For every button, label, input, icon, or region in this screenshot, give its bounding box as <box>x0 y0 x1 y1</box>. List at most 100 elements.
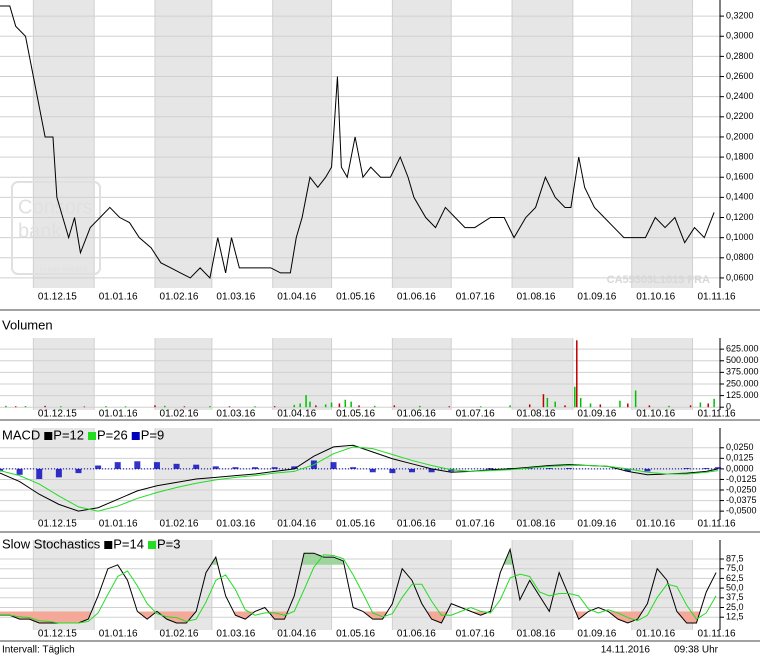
footer-time: 09:38 Uhr <box>674 645 719 656</box>
volume-bar <box>24 406 27 408</box>
x-tick-label: 01.07.16 <box>456 409 495 420</box>
x-tick-label: 01.06.16 <box>397 409 436 420</box>
histogram-bar <box>193 464 200 469</box>
month-band <box>154 338 212 410</box>
x-tick-label: 01.04.16 <box>277 629 316 640</box>
histogram-bar <box>212 466 219 469</box>
volume-bar <box>634 390 637 408</box>
volume-bar <box>330 402 333 408</box>
volume-bar <box>448 406 451 408</box>
y-tick-label: 0,2600 <box>726 71 754 81</box>
x-tick-label: 01.09.16 <box>577 292 616 303</box>
month-band <box>154 0 212 288</box>
y-tick-label: 12,5 <box>726 612 744 622</box>
y-tick-label: 62,5 <box>726 573 744 583</box>
x-tick-label: 01.03.16 <box>216 409 255 420</box>
histogram-bar <box>546 468 553 469</box>
x-tick-label: 01.02.16 <box>160 629 199 640</box>
y-tick-label: 375.000 <box>726 367 759 377</box>
histogram-bar <box>75 468 82 474</box>
volume-bar <box>315 405 317 408</box>
volume-bar <box>589 403 592 408</box>
volume-bar <box>619 400 621 408</box>
y-tick-label: 0,1200 <box>726 212 754 222</box>
histogram-bar <box>114 462 121 469</box>
y-tick-label: 0,0600 <box>726 272 754 282</box>
month-band <box>512 428 573 520</box>
series-line <box>0 444 719 512</box>
series-line <box>0 547 717 624</box>
x-tick-label: 01.01.16 <box>99 292 138 303</box>
histogram-bar <box>55 468 62 478</box>
histogram-bar <box>389 468 396 474</box>
y-tick-label: -0,0125 <box>726 474 757 484</box>
volume-bar <box>599 404 602 408</box>
x-tick-label: 01.12.15 <box>38 519 77 530</box>
x-tick-label: 01.08.16 <box>517 292 556 303</box>
volume-bar <box>546 397 549 408</box>
panel-title: MACD <box>2 427 40 442</box>
volume-bar <box>183 406 186 408</box>
histogram-bar <box>173 463 180 469</box>
volume-bar <box>344 399 347 408</box>
y-tick-label: 500.000 <box>726 355 759 365</box>
volume-bar <box>154 405 156 408</box>
month-band <box>272 338 332 410</box>
volume-bar <box>668 405 670 408</box>
y-tick-label: 0,1400 <box>726 192 754 202</box>
month-band <box>272 0 332 288</box>
y-tick-label: 0 <box>726 402 731 412</box>
volume-bar <box>576 340 578 408</box>
y-tick-label: 0,2200 <box>726 111 754 121</box>
logo-text: bank <box>18 220 62 242</box>
volume-bar <box>254 406 256 408</box>
y-tick-label: 25,0 <box>726 602 744 612</box>
volume-bar <box>309 401 311 408</box>
histogram-bar <box>291 466 298 469</box>
histogram-bar <box>683 468 690 469</box>
x-tick-label: 01.05.16 <box>336 629 375 640</box>
volume-bar <box>83 406 86 408</box>
x-tick-label: 01.02.16 <box>160 519 199 530</box>
volume-bar <box>689 405 692 408</box>
x-tick-label: 01.03.16 <box>216 629 255 640</box>
histogram-bar <box>715 467 722 469</box>
y-tick-label: 87,5 <box>726 553 744 563</box>
logo-text: by BNP PARIBAS <box>40 268 87 274</box>
month-band <box>33 338 95 410</box>
month-band <box>272 428 332 520</box>
volume-bar <box>373 405 376 408</box>
month-band <box>33 428 95 520</box>
legend-swatch <box>88 432 97 440</box>
volume-bar <box>528 404 531 408</box>
x-tick-label: 01.11.16 <box>697 629 736 640</box>
y-tick-label: 75,0 <box>726 563 744 573</box>
legend-label: P=12 <box>53 427 84 442</box>
volume-bar <box>648 405 651 408</box>
volume-bar <box>707 403 709 408</box>
volume-bar <box>554 401 556 408</box>
histogram-bar <box>153 462 160 469</box>
volume-bar <box>60 406 62 408</box>
y-tick-label: 0,2400 <box>726 91 754 101</box>
y-tick-label: 0,0250 <box>726 442 754 452</box>
x-tick-label: 01.02.16 <box>160 292 199 303</box>
legend-label: P=14 <box>113 536 144 551</box>
volume-bar <box>542 394 545 408</box>
y-tick-label: 0,3000 <box>726 31 754 41</box>
x-tick-label: 01.08.16 <box>517 629 556 640</box>
y-tick-label: 0,0800 <box>726 252 754 262</box>
y-tick-label: 625.000 <box>726 344 759 354</box>
volume-bar <box>5 405 7 408</box>
volume-bar <box>44 405 46 408</box>
volume-bar <box>105 406 107 408</box>
histogram-bar <box>644 468 651 472</box>
month-band <box>631 338 693 410</box>
x-tick-label: 01.09.16 <box>577 519 616 530</box>
y-tick-label: -0,0250 <box>726 484 757 494</box>
y-tick-label: 0,0000 <box>726 463 754 473</box>
y-tick-label: 125.000 <box>726 390 759 400</box>
x-tick-label: 01.07.16 <box>456 629 495 640</box>
volume-bar <box>579 397 582 408</box>
